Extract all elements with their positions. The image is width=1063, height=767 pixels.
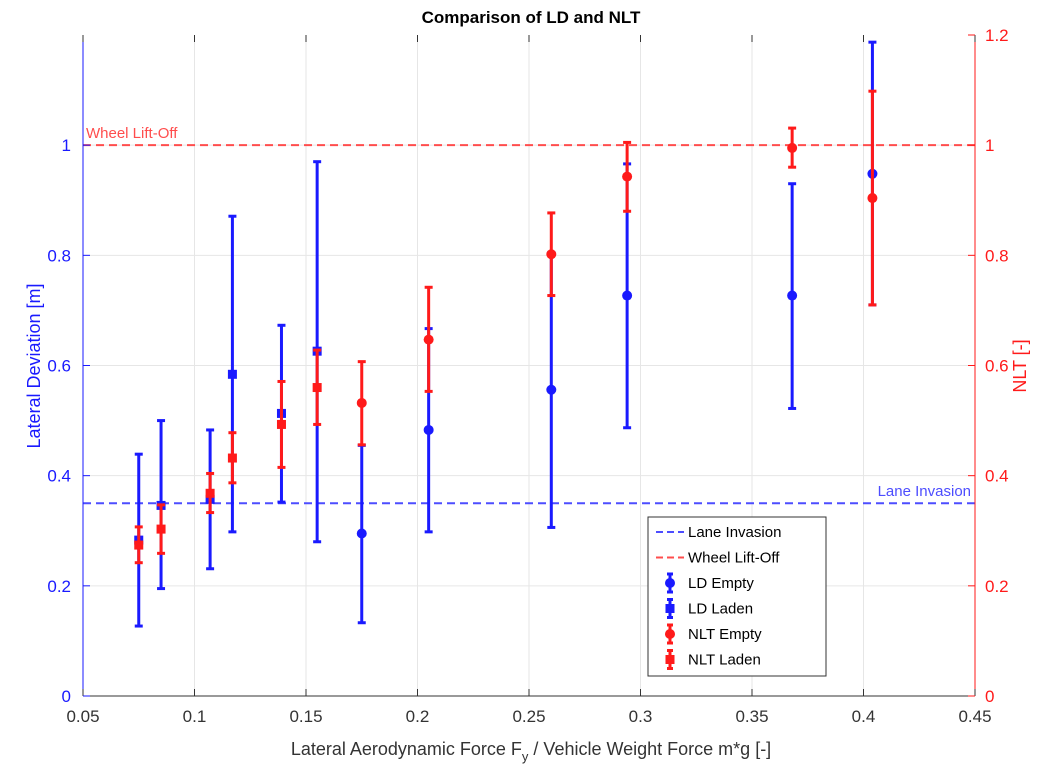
y-axis-left-label: Lateral Deviation [m] <box>24 283 44 448</box>
y-right-tick-label: 0.4 <box>985 467 1009 486</box>
legend-label: Wheel Lift-Off <box>688 550 780 567</box>
y-right-tick-label: 0.2 <box>985 577 1009 596</box>
legend-swatch-marker <box>665 578 675 588</box>
grid <box>83 35 975 696</box>
y-right-tick-label: 0 <box>985 687 994 706</box>
legend-label: Lane Invasion <box>688 524 781 541</box>
x-tick-label: 0.25 <box>512 707 545 726</box>
x-tick-label: 0.05 <box>66 707 99 726</box>
x-axis-label: Lateral Aerodynamic Force Fy / Vehicle W… <box>291 739 771 764</box>
legend-label: NLT Empty <box>688 626 762 643</box>
data-series <box>134 40 878 628</box>
legend-swatch-marker <box>665 655 675 664</box>
y-left-tick-label: 0.6 <box>47 357 71 376</box>
x-tick-label: 0.45 <box>958 707 991 726</box>
y-right-tick-label: 1.2 <box>985 26 1009 45</box>
legend-box <box>647 516 827 677</box>
axes: 0.05 0.1 0.15 0.2 0.25 0.3 0.35 0.4 0.4500.20.40… <box>47 26 1008 726</box>
legend-label: LD Empty <box>688 575 754 592</box>
x-tick-label: 0.15 <box>289 707 322 726</box>
legend-swatch-marker <box>665 604 675 613</box>
reference-line-label: Lane Invasion <box>878 483 971 500</box>
y-left-tick-label: 0.8 <box>47 246 71 265</box>
data-point <box>205 488 215 498</box>
data-point <box>356 528 367 539</box>
data-point <box>312 383 322 393</box>
legend-label: LD Laden <box>688 601 753 618</box>
x-tick-label: 0.35 <box>735 707 768 726</box>
y-left-tick-label: 1 <box>62 136 71 155</box>
data-point <box>546 249 557 260</box>
y-axis-right-label: NLT [-] <box>1010 339 1030 392</box>
x-axis-label-main: Lateral Aerodynamic Force F <box>291 739 522 759</box>
data-point <box>156 524 166 534</box>
x-axis-label-rest: / Vehicle Weight Force m*g [-] <box>528 739 771 759</box>
data-point <box>227 369 237 379</box>
y-left-tick-label: 0.2 <box>47 577 71 596</box>
y-right-tick-label: 0.8 <box>985 246 1009 265</box>
legend-swatch-marker <box>665 629 675 639</box>
x-tick-label: 0.1 <box>183 707 207 726</box>
data-point <box>867 193 878 204</box>
data-point <box>546 384 557 395</box>
data-point <box>622 171 633 182</box>
data-point <box>622 290 633 301</box>
x-tick-label: 0.3 <box>629 707 653 726</box>
data-point <box>423 334 434 345</box>
legend[interactable]: Lane Invasion Wheel Lift-Off LD Empty LD La… <box>647 516 827 677</box>
data-point <box>356 397 367 408</box>
data-point <box>276 419 286 429</box>
data-point <box>134 540 144 550</box>
data-point <box>787 142 798 153</box>
data-point <box>423 424 434 435</box>
y-left-tick-label: 0 <box>62 687 71 706</box>
data-point <box>227 453 237 463</box>
x-axis-label-sub: y <box>522 749 529 764</box>
y-right-tick-label: 1 <box>985 136 994 155</box>
chart-title: Comparison of LD and NLT <box>422 8 641 27</box>
x-tick-label: 0.4 <box>852 707 876 726</box>
y-left-tick-label: 0.4 <box>47 467 71 486</box>
data-point <box>787 290 798 301</box>
x-tick-label: 0.2 <box>406 707 430 726</box>
y-right-tick-label: 0.6 <box>985 357 1009 376</box>
reference-line-label: Wheel Lift-Off <box>86 125 178 142</box>
legend-label: NLT Laden <box>688 652 761 669</box>
